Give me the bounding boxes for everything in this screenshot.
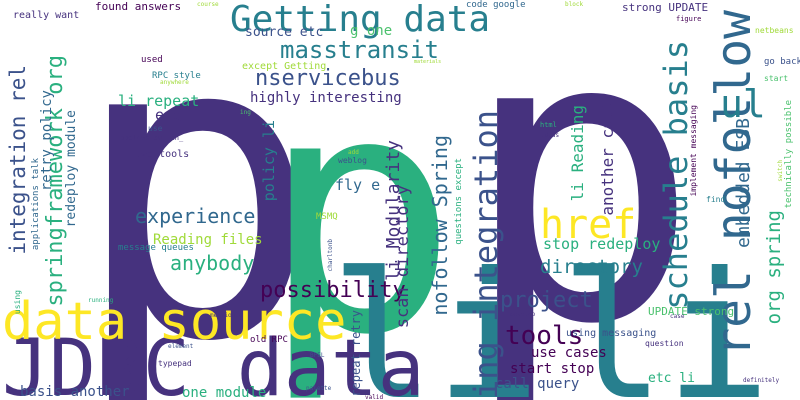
word-switch: switch xyxy=(777,160,784,182)
word-e-g: e g xyxy=(155,106,183,124)
word-update-strong: UPDATE strong xyxy=(648,305,735,318)
word-highly-interesting: highly interesting xyxy=(250,90,402,106)
word-technically-possible: technically possible xyxy=(784,100,794,209)
word-p: p xyxy=(260,23,459,400)
word-strong-update: strong UPDATE xyxy=(622,1,709,14)
word-applications-talk: applications talk xyxy=(31,158,41,251)
word-palette: palette xyxy=(306,385,332,392)
word-figure: figure xyxy=(676,15,702,23)
word-directory: directory xyxy=(540,256,643,278)
word-use: use xyxy=(148,124,163,133)
word-possibility: possibility xyxy=(260,278,406,303)
word-html: html xyxy=(540,121,557,129)
word-g-one: g one xyxy=(350,23,393,39)
word-running: running xyxy=(88,297,114,304)
word-policy-li: policy li xyxy=(260,120,278,202)
word-org-spring: org spring xyxy=(763,210,785,325)
word-element: element xyxy=(168,343,194,350)
word-rpc-style: RPC style xyxy=(152,71,201,81)
word-valid: valid xyxy=(365,394,384,400)
word-repeat-retry: repeat retry xyxy=(349,310,363,397)
word-netbeans: netbeans xyxy=(755,26,794,35)
word-found-answers: found answers xyxy=(95,0,182,13)
word-ideas: ideas xyxy=(541,132,560,139)
word-schedule-basis: schedule basis xyxy=(657,40,695,310)
word-code-google: code google xyxy=(466,0,526,10)
word-retry-policy: retry policy xyxy=(39,90,55,192)
word-bpel4ws-switch: bpel4ws_switch_ xyxy=(120,134,184,142)
word-fly-e: fly e xyxy=(335,176,381,194)
word-case: case xyxy=(670,313,685,320)
word-source-etc: source etc xyxy=(245,25,324,40)
word-reading-files: Reading files xyxy=(153,232,263,248)
word-start: start xyxy=(764,74,789,83)
word-use-cases: use cases xyxy=(531,345,607,361)
word-old-rpc: old RPC xyxy=(250,335,288,345)
word-call-query: call query xyxy=(495,376,580,392)
word-experience: experience xyxy=(135,204,256,228)
word-typepad: typepad xyxy=(158,359,192,368)
word-charltonb: charltonb xyxy=(327,239,334,272)
word-add: add xyxy=(348,149,359,156)
word-li: li xyxy=(560,236,771,400)
word-li-repeat: li repeat xyxy=(118,92,200,110)
word-tools: tools xyxy=(505,321,584,351)
word-project: project xyxy=(500,288,593,313)
word-one-module: one module xyxy=(182,385,267,400)
word-two-tools: two tools xyxy=(135,149,190,160)
word-used: used xyxy=(141,55,163,65)
word-data-source: data source xyxy=(2,292,347,352)
word-p: p xyxy=(70,0,323,400)
word-p: p xyxy=(460,0,701,400)
word-masstransit: masstransit xyxy=(280,36,439,64)
word-question: question xyxy=(645,339,684,348)
word-using-messaging: using messaging xyxy=(566,328,657,339)
word-etc-li: etc li xyxy=(648,371,695,386)
word-nofollow-spring: nofollow Spring xyxy=(428,135,452,316)
word-ul: ul xyxy=(720,82,766,126)
word-scan-directory: scan directory xyxy=(393,185,413,329)
word-materials: materials xyxy=(414,59,442,65)
word-mentioned: mentioned xyxy=(210,312,243,319)
word-course: course xyxy=(197,1,219,8)
word-develop: develop xyxy=(510,311,536,318)
word-bpel: BPEL xyxy=(310,352,325,359)
word-questions-except: questions except xyxy=(454,158,464,245)
word-jdbc-data: JDBC data xyxy=(2,324,425,400)
word-message-queues: message queues xyxy=(118,243,194,253)
word-find: find xyxy=(706,195,726,204)
word-nservicebus: nservicebus xyxy=(255,66,401,91)
word-embedded-esb: embedded ESB xyxy=(733,118,754,249)
word-stop-redeploy: stop redeploy xyxy=(543,235,661,253)
word-spring-integration: spring integration xyxy=(467,110,505,400)
word-href: href xyxy=(540,202,637,248)
word-really-want: really want xyxy=(13,10,80,21)
word-block: block xyxy=(565,1,584,8)
word-implement-messaging: implement messaging xyxy=(689,105,698,197)
word-another-call: another call xyxy=(598,100,617,216)
word-except-getting: except Getting xyxy=(242,61,327,72)
word-using: using xyxy=(13,290,22,315)
word-li-reading: li Reading xyxy=(568,105,587,202)
word-anywhere: anywhere xyxy=(160,79,189,86)
word-msmq: MSMQ xyxy=(316,212,338,222)
word-getting-data: Getting data xyxy=(230,0,491,40)
word-ing: ing xyxy=(240,109,251,116)
word-go-back: go back xyxy=(764,57,800,67)
word-integration-rel: integration rel xyxy=(6,65,30,255)
word-anybody: anybody xyxy=(170,251,255,275)
word-start-stop: start stop xyxy=(510,361,595,377)
word-weblog: weblog xyxy=(338,156,367,165)
word-li: li xyxy=(330,236,541,400)
word-basis-another: basis another xyxy=(20,384,130,400)
word-definitely: definitely xyxy=(743,377,780,384)
word-redeploy-module: redeploy module xyxy=(64,110,79,228)
